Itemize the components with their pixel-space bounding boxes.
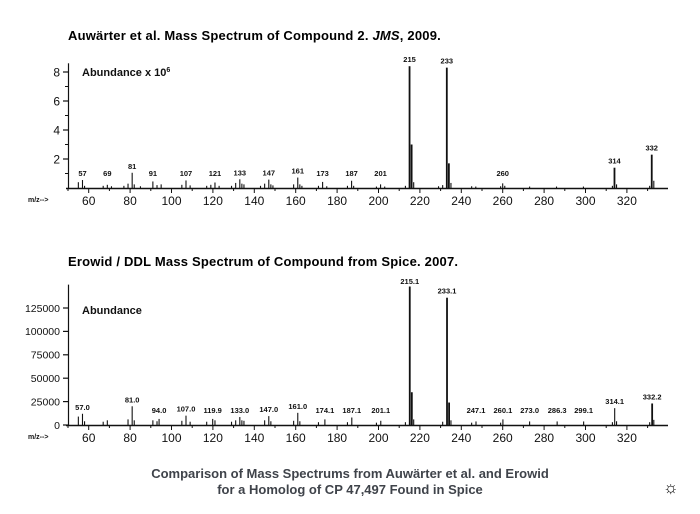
svg-text:147.0: 147.0 — [259, 405, 278, 414]
svg-text:300: 300 — [575, 194, 595, 208]
svg-text:201: 201 — [374, 169, 387, 178]
svg-text:57.0: 57.0 — [75, 403, 90, 412]
svg-text:240: 240 — [451, 194, 471, 208]
svg-text:240: 240 — [451, 431, 471, 445]
svg-text:60: 60 — [82, 431, 96, 445]
svg-text:120: 120 — [203, 194, 223, 208]
svg-text:173: 173 — [316, 169, 329, 178]
svg-text:314: 314 — [608, 157, 621, 166]
figure-caption: Comparison of Mass Spectrums from Auwärt… — [0, 466, 700, 498]
svg-text:161: 161 — [292, 167, 305, 176]
svg-text:133.0: 133.0 — [230, 406, 249, 415]
svg-text:8: 8 — [53, 65, 60, 79]
svg-text:m/z-->: m/z--> — [28, 197, 48, 204]
svg-text:201.1: 201.1 — [371, 406, 390, 415]
svg-text:69: 69 — [103, 169, 111, 178]
svg-text:260.1: 260.1 — [494, 406, 513, 415]
svg-text:160: 160 — [286, 194, 306, 208]
svg-text:75000: 75000 — [31, 350, 60, 362]
svg-text:4: 4 — [53, 123, 60, 137]
svg-text:81.0: 81.0 — [125, 395, 140, 404]
svg-text:174.1: 174.1 — [315, 406, 334, 415]
svg-text:215: 215 — [403, 55, 416, 64]
svg-text:233.1: 233.1 — [438, 287, 457, 296]
svg-text:140: 140 — [244, 194, 264, 208]
svg-text:133: 133 — [234, 168, 247, 177]
svg-text:160: 160 — [286, 431, 306, 445]
svg-text:260: 260 — [496, 169, 509, 178]
svg-text:320: 320 — [617, 431, 637, 445]
svg-text:25000: 25000 — [31, 396, 60, 408]
chart1-title: Auwärter et al. Mass Spectrum of Compoun… — [68, 28, 441, 43]
svg-text:80: 80 — [123, 194, 137, 208]
svg-text:280: 280 — [534, 431, 554, 445]
svg-text:260: 260 — [493, 431, 513, 445]
svg-text:187: 187 — [345, 169, 358, 178]
svg-text:260: 260 — [493, 194, 513, 208]
svg-text:107: 107 — [180, 169, 193, 178]
svg-text:120: 120 — [203, 431, 223, 445]
sun-gear-icon: ☼ — [663, 478, 679, 497]
svg-text:91: 91 — [149, 169, 157, 178]
svg-text:299.1: 299.1 — [574, 406, 593, 415]
chart2-plot-area: 0 25000 50000 75000 100000 125000 60 80 100 120 14… — [20, 276, 692, 452]
svg-text:300: 300 — [575, 431, 595, 445]
svg-text:125000: 125000 — [25, 303, 60, 315]
chart1-title-prefix: Auwärter et al. Mass Spectrum of Compoun… — [68, 28, 373, 43]
svg-text:81: 81 — [128, 162, 136, 171]
svg-text:161.0: 161.0 — [288, 402, 307, 411]
svg-text:m/z-->: m/z--> — [28, 434, 48, 441]
svg-text:94.0: 94.0 — [152, 406, 167, 415]
svg-text:314.1: 314.1 — [605, 397, 624, 406]
svg-text:140: 140 — [244, 431, 264, 445]
svg-text:286.3: 286.3 — [548, 406, 567, 415]
svg-text:187.1: 187.1 — [342, 406, 361, 415]
svg-text:100: 100 — [161, 431, 181, 445]
svg-text:332.2: 332.2 — [643, 392, 662, 401]
svg-text:200: 200 — [368, 431, 388, 445]
svg-text:107.0: 107.0 — [177, 405, 196, 414]
chart2-title-text: Erowid / DDL Mass Spectrum of Compound f… — [68, 254, 459, 269]
svg-text:6: 6 — [53, 94, 60, 108]
svg-text:119.9: 119.9 — [204, 406, 222, 415]
svg-text:2: 2 — [53, 152, 60, 166]
svg-text:147: 147 — [263, 169, 276, 178]
svg-text:0: 0 — [54, 420, 60, 432]
svg-text:50000: 50000 — [31, 373, 60, 385]
svg-text:247.1: 247.1 — [467, 406, 486, 415]
chart1-title-journal: JMS — [372, 28, 400, 43]
svg-text:100: 100 — [161, 194, 181, 208]
caption-line-2: for a Homolog of CP 47,497 Found in Spic… — [217, 482, 483, 497]
svg-text:200: 200 — [368, 194, 388, 208]
svg-text:220: 220 — [410, 431, 430, 445]
svg-text:280: 280 — [534, 194, 554, 208]
svg-text:Abundance: Abundance — [82, 305, 142, 317]
svg-text:57: 57 — [78, 169, 86, 178]
svg-text:180: 180 — [327, 194, 347, 208]
svg-text:332: 332 — [645, 144, 658, 153]
chart2-title: Erowid / DDL Mass Spectrum of Compound f… — [68, 254, 458, 269]
chart1-plot-area: 2 4 6 8 60 80 100 120 140 160 180 200 220 240 260 280 30… — [20, 52, 692, 220]
svg-text:273.0: 273.0 — [520, 406, 539, 415]
svg-text:220: 220 — [410, 194, 430, 208]
svg-text:60: 60 — [82, 194, 96, 208]
chart1-title-suffix: , 2009. — [399, 28, 441, 43]
svg-text:100000: 100000 — [25, 326, 60, 338]
svg-text:Abundance x 106: Abundance x 106 — [82, 67, 170, 79]
chart2-mass-spectrum: 0 25000 50000 75000 100000 125000 60 80 100 120 14… — [25, 277, 668, 445]
chart1-mass-spectrum: 2 4 6 8 60 80 100 120 140 160 180 200 220 240 260 280 30… — [28, 55, 668, 208]
svg-text:320: 320 — [617, 194, 637, 208]
svg-text:121: 121 — [209, 169, 222, 178]
svg-text:233: 233 — [441, 57, 454, 66]
svg-text:215.1: 215.1 — [400, 277, 419, 286]
svg-text:180: 180 — [327, 431, 347, 445]
svg-text:80: 80 — [123, 431, 137, 445]
caption-line-1: Comparison of Mass Spectrums from Auwärt… — [151, 466, 549, 481]
